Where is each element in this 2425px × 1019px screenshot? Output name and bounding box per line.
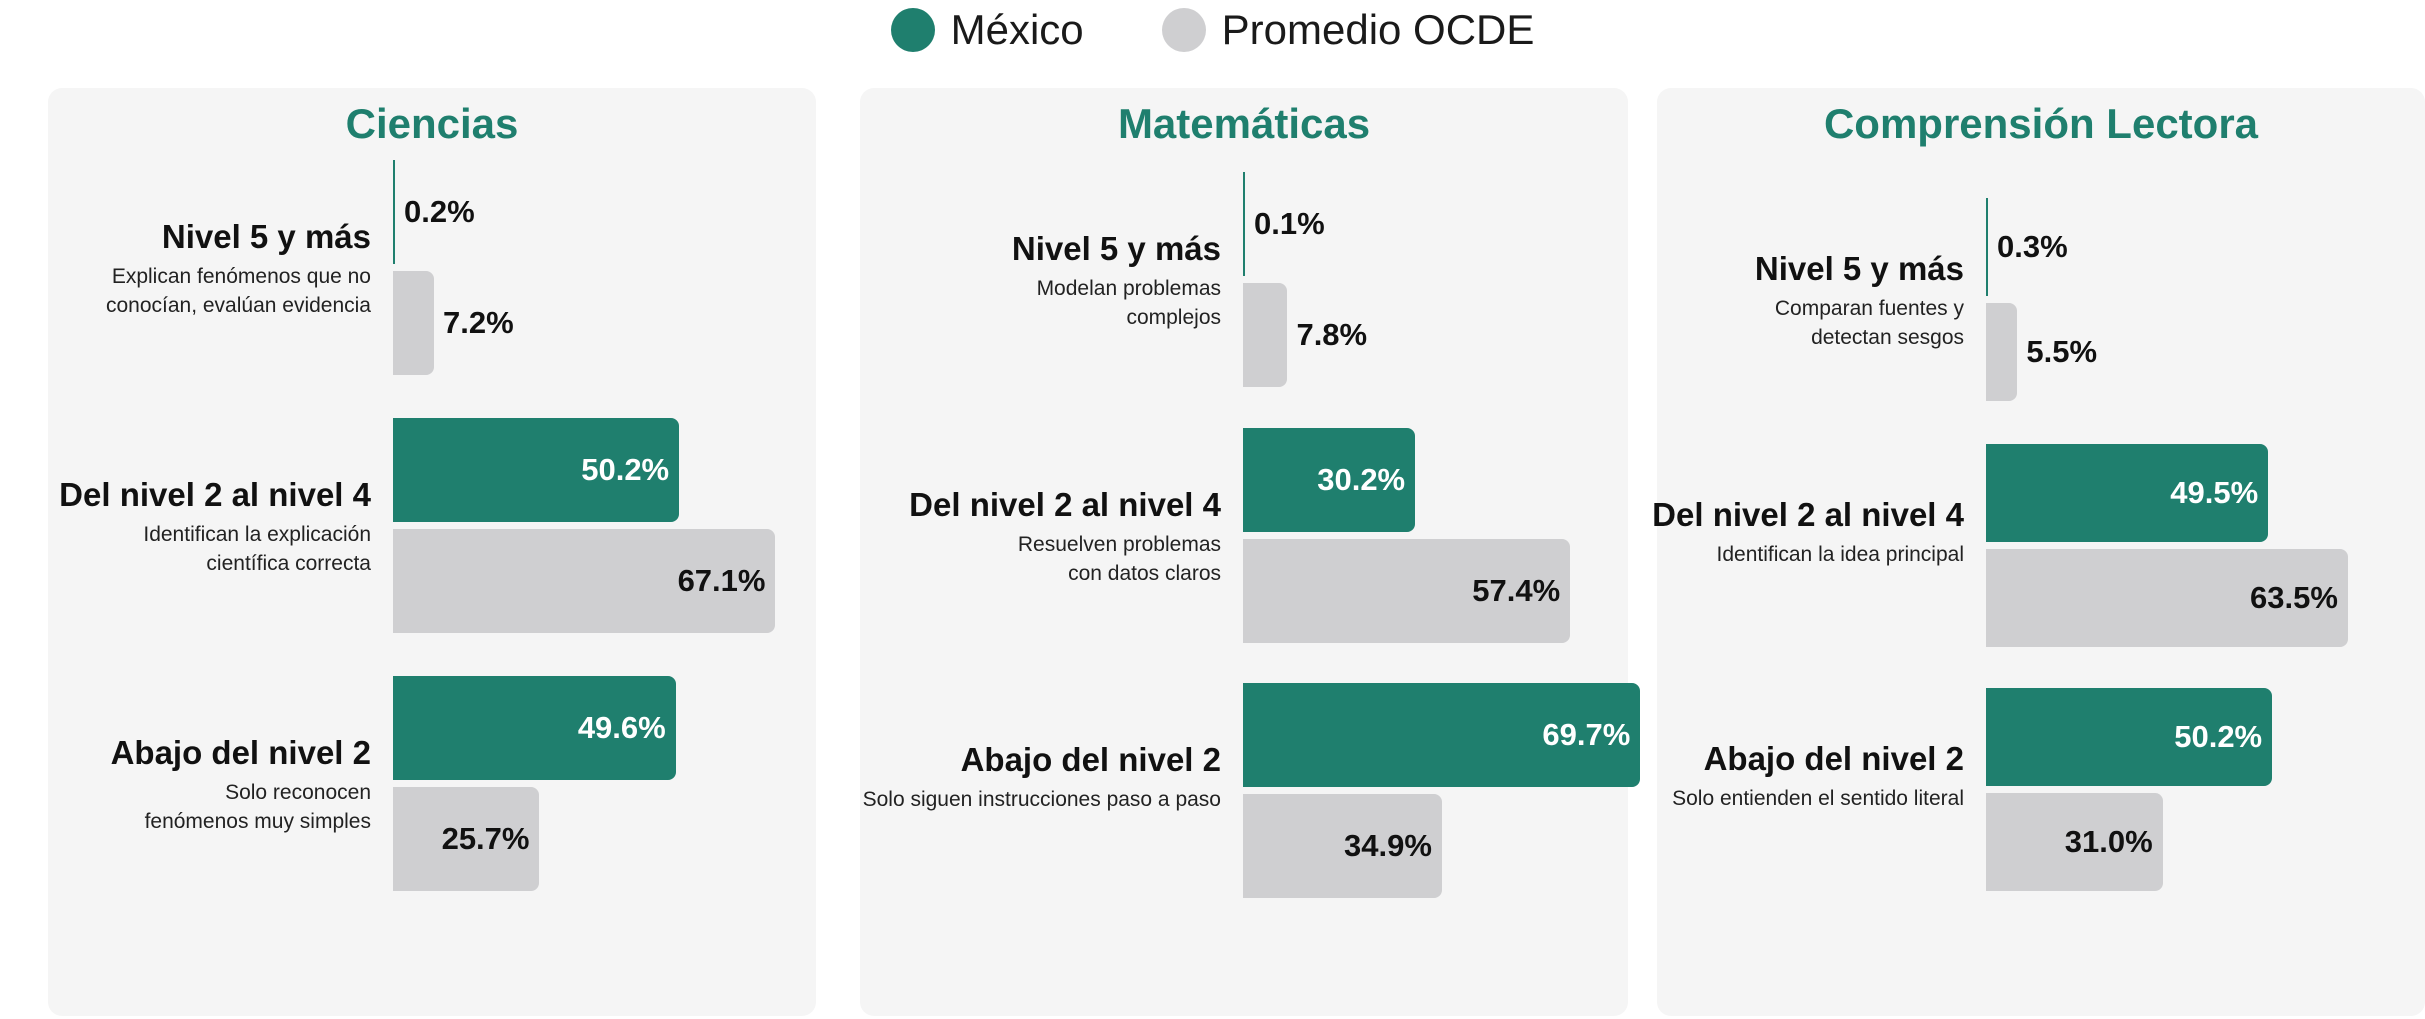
category-label-nivel-5: Nivel 5 y más Modelan problemas complejos — [661, 230, 1221, 333]
category-title: Del nivel 2 al nivel 4 — [59, 475, 371, 513]
panel-title: Ciencias — [345, 100, 519, 147]
bar-ocde-nivel-5 — [1243, 283, 1288, 387]
data-label-ocde-nivel-2-4: 67.1% — [677, 563, 766, 598]
category-label-nivel-2-4: Del nivel 2 al nivel 4 Identifican la ide… — [1404, 496, 1964, 570]
data-label-ocde-abajo-nivel-2: 25.7% — [441, 821, 530, 856]
bar-ocde-nivel-2-4 — [393, 529, 776, 633]
bar-mexico-nivel-5 — [393, 160, 395, 264]
bar-ocde-nivel-5 — [1986, 303, 2018, 401]
category-label-nivel-2-4: Del nivel 2 al nivel 4 Identifican la exp… — [0, 476, 371, 579]
data-label-ocde-nivel-2-4: 63.5% — [2250, 580, 2338, 615]
category-description: Solo reconocen fenómenos muy simples — [144, 781, 371, 833]
category-description: Solo siguen instrucciones paso a paso — [862, 788, 1221, 812]
category-label-nivel-2-4: Del nivel 2 al nivel 4 Resuelven problema… — [661, 486, 1221, 589]
category-label-nivel-5: Nivel 5 y más Explican fenómenos que no c… — [0, 218, 371, 321]
category-title: Nivel 5 y más — [161, 217, 371, 255]
data-label-ocde-nivel-2-4: 57.4% — [1472, 573, 1561, 608]
panel-title: Matemáticas — [1117, 100, 1371, 147]
panel-comprension-lectora: Comprensión Lectora 0.3% 5.5% Nivel 5 y má… — [1652, 88, 2425, 1016]
category-description: Comparan fuentes y detectan sesgos — [1774, 297, 1964, 349]
panel-ciencias: Ciencias 0.2% 7.2% Nivel 5 y más Explican f… — [48, 88, 816, 1016]
category-description: Resuelven problemas con datos claros — [1017, 533, 1221, 585]
category-title: Abajo del nivel 2 — [110, 733, 371, 771]
bar-ocde-nivel-2-4 — [1243, 539, 1571, 643]
category-label-abajo-nivel-2: Abajo del nivel 2 Solo entienden el senti… — [1404, 740, 1964, 814]
category-label-abajo-nivel-2: Abajo del nivel 2 Solo siguen instruccion… — [661, 741, 1221, 815]
bar-mexico-nivel-2-4 — [393, 418, 680, 522]
category-description: Modelan problemas complejos — [1036, 277, 1221, 329]
legend-swatch-mexico — [890, 8, 935, 52]
data-label-mexico-nivel-2-4: 30.2% — [1317, 462, 1406, 497]
bar-mexico-nivel-2-4 — [1986, 444, 2269, 542]
bar-ocde-abajo-nivel-2 — [1243, 794, 1442, 898]
data-label-ocde-abajo-nivel-2: 31.0% — [2064, 824, 2153, 859]
panel-title: Comprensión Lectora — [1823, 100, 2259, 147]
bar-ocde-nivel-5 — [393, 271, 435, 375]
legend: México Promedio OCDE — [0, 0, 2425, 60]
category-title: Abajo del nivel 2 — [960, 740, 1221, 778]
category-title: Del nivel 2 al nivel 4 — [1652, 495, 1964, 533]
category-title: Abajo del nivel 2 — [1703, 739, 1964, 777]
data-label-ocde-nivel-5: 7.8% — [1296, 317, 1368, 352]
data-label-mexico-abajo-nivel-2: 50.2% — [2174, 719, 2263, 754]
category-title: Nivel 5 y más — [1754, 249, 1964, 287]
panel-matematicas: Matemáticas 0.1% 7.8% Nivel 5 y más Modelan… — [860, 88, 1641, 1016]
category-description: Explican fenómenos que no conocían, eval… — [105, 265, 371, 317]
bar-ocde-abajo-nivel-2 — [1986, 793, 2163, 891]
data-label-mexico-nivel-5: 0.3% — [1997, 229, 2068, 264]
bar-mexico-abajo-nivel-2 — [1243, 683, 1641, 787]
bar-mexico-nivel-2-4 — [1243, 428, 1416, 532]
legend-label-mexico: México — [950, 6, 1084, 53]
data-label-ocde-nivel-5: 5.5% — [2026, 334, 2098, 369]
data-label-ocde-abajo-nivel-2: 34.9% — [1344, 828, 1432, 863]
bar-mexico-abajo-nivel-2 — [393, 676, 676, 780]
data-label-mexico-nivel-5: 0.2% — [404, 194, 475, 229]
data-label-mexico-nivel-2-4: 50.2% — [581, 452, 670, 487]
bar-mexico-nivel-5 — [1986, 198, 1988, 296]
data-label-mexico-abajo-nivel-2: 49.6% — [577, 710, 666, 745]
category-title: Nivel 5 y más — [1011, 229, 1221, 267]
legend-swatch-ocde — [1161, 8, 1206, 52]
data-label-mexico-nivel-5: 0.1% — [1254, 206, 1325, 241]
data-label-mexico-nivel-2-4: 49.5% — [2170, 475, 2259, 510]
data-label-mexico-abajo-nivel-2: 69.7% — [1542, 717, 1631, 752]
bar-ocde-nivel-2-4 — [1986, 549, 2348, 647]
category-description: Solo entienden el sentido literal — [1672, 787, 1964, 811]
category-label-nivel-5: Nivel 5 y más Comparan fuentes y detectan… — [1404, 250, 1964, 353]
category-description: Identifican la explicación científica co… — [143, 523, 371, 575]
category-description: Identifican la idea principal — [1716, 543, 1965, 567]
legend-label-ocde: Promedio OCDE — [1221, 6, 1535, 53]
legend-item-mexico: México — [890, 6, 1084, 54]
category-label-abajo-nivel-2: Abajo del nivel 2 Solo reconocen fenómeno… — [0, 734, 371, 837]
bar-mexico-nivel-5 — [1243, 172, 1245, 276]
data-label-ocde-nivel-5: 7.2% — [443, 305, 514, 340]
bar-mexico-abajo-nivel-2 — [1986, 688, 2273, 786]
bar-ocde-abajo-nivel-2 — [393, 787, 540, 891]
category-title: Del nivel 2 al nivel 4 — [909, 485, 1221, 523]
legend-item-ocde: Promedio OCDE — [1161, 6, 1535, 54]
